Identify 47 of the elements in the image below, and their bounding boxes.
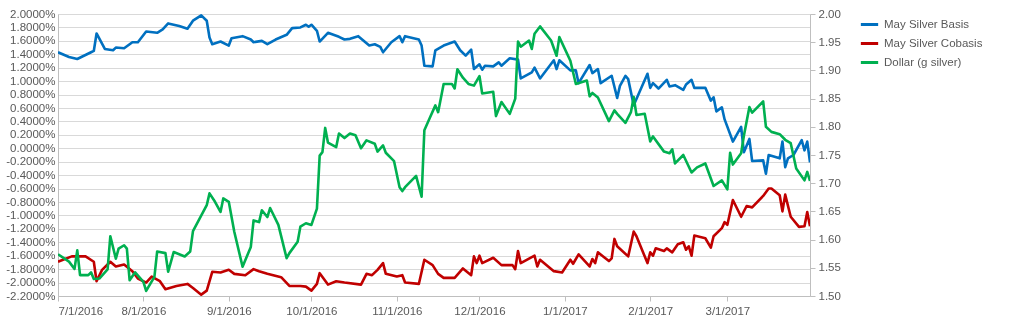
y-tick-label: 1.0000% (10, 74, 56, 87)
y-tick-label: -1.4000% (6, 235, 56, 248)
y2-tick-label: 1.90 (818, 63, 841, 76)
y-tick-label: 0.2000% (10, 128, 56, 141)
y2-tick-label: 1.55 (818, 261, 841, 274)
y-tick-label: -0.4000% (6, 168, 56, 181)
x-tick-label: 12/1/2016 (454, 304, 506, 317)
y2-tick-label: 1.75 (818, 148, 841, 161)
y-tick-label: 1.2000% (10, 61, 56, 74)
legend-label: May Silver Basis (884, 17, 970, 30)
x-tick-label: 10/1/2016 (286, 304, 338, 317)
x-tick-label: 7/1/2016 (58, 304, 104, 317)
y-tick-label: -1.0000% (6, 208, 56, 221)
x-tick-label: 2/1/2017 (628, 304, 674, 317)
line-series (58, 25, 810, 293)
legend-label: Dollar (g silver) (884, 55, 962, 68)
y2-tick-label: 1.70 (818, 176, 841, 189)
y-tick-label: 1.8000% (10, 20, 56, 33)
y-tick-label: 2.0000% (10, 7, 56, 20)
y-tick-label: -1.6000% (6, 249, 56, 262)
x-tick-label: 8/1/2016 (121, 304, 167, 317)
y2-tick-label: 1.65 (818, 204, 841, 217)
y-tick-label: -1.8000% (6, 262, 56, 275)
line-series (58, 14, 810, 176)
y2-tick-label: 1.95 (818, 35, 841, 48)
y-tick-label: -2.2000% (6, 289, 56, 302)
y-tick-label: -1.2000% (6, 222, 56, 235)
y2-tick-label: 2.00 (818, 7, 841, 20)
y-tick-label: -2.0000% (6, 276, 56, 289)
y-tick-label: -0.2000% (6, 155, 56, 168)
y-tick-label: 0.0000% (10, 141, 56, 154)
y-tick-label: 1.4000% (10, 47, 56, 60)
x-tick-label: 1/1/2017 (542, 304, 588, 317)
y-tick-label: -0.8000% (6, 195, 56, 208)
x-tick-label: 11/1/2016 (372, 304, 423, 317)
y-tick-label: 0.8000% (10, 88, 56, 101)
y-tick-label: 0.4000% (10, 114, 56, 127)
y-tick-label: 1.6000% (10, 34, 56, 47)
y2-tick-label: 1.85 (818, 92, 841, 105)
y2-tick-label: 1.80 (818, 120, 841, 133)
y2-tick-label: 1.60 (818, 233, 841, 246)
y2-tick-label: 1.50 (818, 289, 841, 302)
x-tick-label: 3/1/2017 (705, 304, 751, 317)
y-tick-label: 0.6000% (10, 101, 56, 114)
x-tick-label: 9/1/2016 (206, 304, 252, 317)
legend-label: May Silver Cobasis (884, 36, 983, 49)
y-tick-label: -0.6000% (6, 182, 56, 195)
